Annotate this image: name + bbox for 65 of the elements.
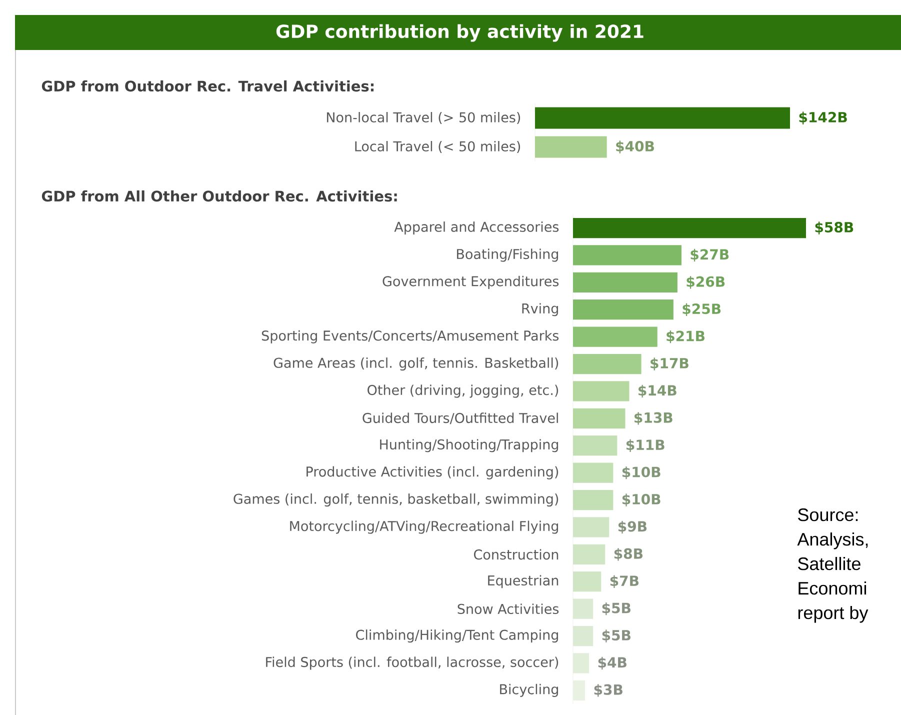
bar [573,436,618,456]
bar [573,354,642,374]
data-label: $4B [598,656,626,670]
annotation: Source: [798,508,858,522]
y-tick-label: Game Areas (incl. golf, tennis. Basketball) [274,357,558,371]
bar [573,490,614,510]
y-tick-label: Rving [522,303,558,316]
y-tick-label: Construction [474,549,558,560]
bar [573,381,630,402]
bar [573,653,590,674]
data-label: $5B [602,630,630,642]
y-tick-label: Bicycling [500,684,558,697]
data-label: $10B [622,466,660,480]
data-label: $8B [614,548,643,561]
data-label: $26B [686,276,725,289]
data-label: $7B [610,575,639,588]
bar [573,245,682,266]
y-tick-label: Guided Tours/Outfitted Travel [362,412,558,424]
bar [573,300,674,320]
y-tick-label: Local Travel (< 50 miles) [355,140,520,154]
data-label: $58B [815,222,854,234]
data-label: $25B [682,303,721,316]
y-tick-label: Boating/Fishing [457,248,558,262]
chart-title: GDP contribution by activity in 2021 [276,24,644,42]
data-label: $11B [626,439,664,452]
y-tick-label: Other (driving, jogging, etc.) [368,384,558,398]
y-tick-label: Climbing/Hiking/Tent Camping [356,629,558,643]
data-label: $9B [618,520,647,534]
y-tick-label: Equestrian [488,575,558,588]
bar [573,462,614,483]
annotation: Satellite [798,556,860,570]
data-label: $40B [616,140,654,154]
y-tick-label: Hunting/Shooting/Trapping [380,439,558,452]
y-tick-label: Productive Activities (incl. gardening) [306,466,558,480]
y-tick-label: Games (incl. golf, tennis, basketball, swimming) [234,493,558,507]
y-tick-label: Government Expenditures [382,276,559,289]
y-tick-label: Apparel and Accessories [394,221,559,235]
bar [573,598,594,619]
data-label: $27B [690,248,729,262]
y-tick-label: Non-local Travel (> 50 miles) [326,112,520,124]
bar [573,272,678,292]
data-label: $3B [594,684,622,697]
bar [573,572,602,592]
data-label: $14B [638,384,676,398]
bar [573,517,610,538]
annotation: Analysis, [797,532,868,550]
text: GDP from Outdoor Rec. Travel Activities: [42,80,374,92]
annotation: report by [798,606,868,623]
bar [573,544,606,564]
y-tick-label: Motorcycling/ATVing/Recreational Flying [290,520,558,534]
annotation: Economi [798,581,866,595]
data-label: $13B [634,412,672,425]
data-label: $10B [622,494,660,506]
bar [573,626,594,646]
data-label: $5B [602,602,630,616]
data-label: $21B [666,330,704,344]
text: GDP from All Other Outdoor Rec. Activities: [42,190,397,202]
y-tick-label: Sporting Events/Concerts/Amusement Parks [262,330,559,344]
data-label: $17B [650,358,688,370]
y-tick-label: Snow Activities [458,604,559,614]
y-tick-label: Field Sports (incl. football, lacrosse, soccer) [266,656,558,670]
data-label: $142B [799,112,847,124]
bar [573,218,806,238]
bar [573,326,658,347]
bar [573,408,626,428]
